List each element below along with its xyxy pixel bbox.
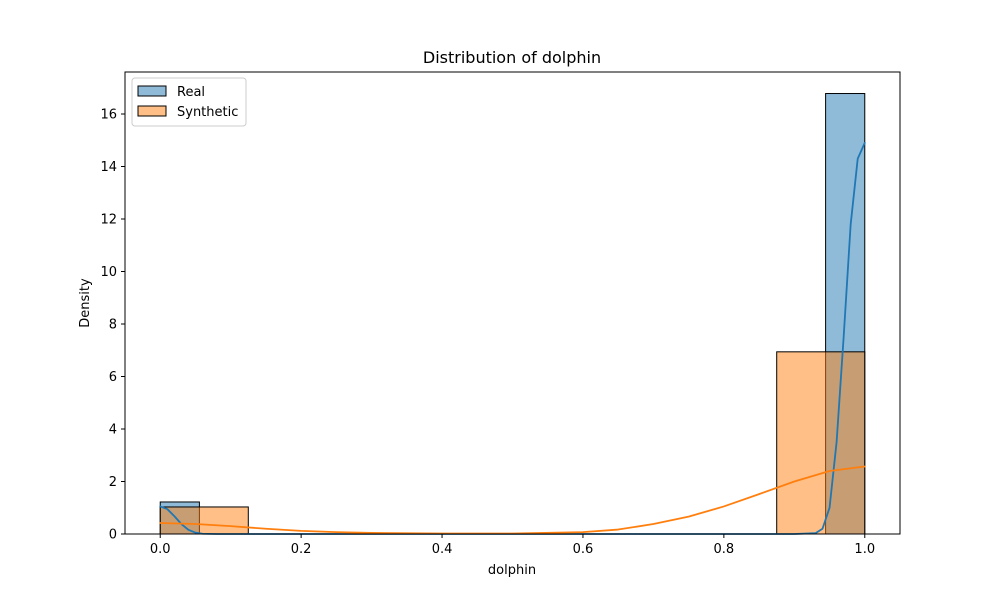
- legend-swatch-synthetic: [137, 105, 167, 117]
- x-tick-label: 1.0: [854, 542, 875, 557]
- plot-frame: [124, 71, 901, 535]
- y-tick-label: 10: [100, 265, 117, 280]
- y-tick-label: 6: [109, 370, 117, 385]
- y-tick-label: 14: [100, 160, 117, 175]
- kde-curves: [159, 141, 866, 535]
- kde-line-real: [159, 141, 866, 535]
- x-axis-label: dolphin: [488, 563, 536, 578]
- legend: Real Synthetic: [131, 77, 247, 127]
- x-tick-label: 0.8: [714, 542, 735, 557]
- histogram-bars: [159, 93, 866, 535]
- y-tick-label: 12: [100, 213, 117, 228]
- legend-label-real: Real: [177, 85, 205, 100]
- y-tick-label: 2: [109, 475, 117, 490]
- chart-title: Distribution of dolphin: [423, 48, 601, 67]
- bar-synthetic-1: [776, 351, 866, 535]
- y-tick-label: 0: [109, 528, 117, 543]
- x-tick-label: 0.6: [573, 542, 594, 557]
- x-tick-label: 0.0: [150, 542, 171, 557]
- x-tick-label: 0.4: [432, 542, 453, 557]
- y-tick-label: 16: [100, 108, 117, 123]
- y-axis-label: Density: [78, 278, 93, 328]
- x-axis: 0.0 0.2 0.4 0.6 0.8 1.0: [150, 534, 875, 557]
- legend-label-synthetic: Synthetic: [177, 105, 238, 120]
- y-tick-label: 8: [109, 318, 117, 333]
- bar-synthetic-0: [159, 506, 249, 535]
- legend-swatch-real: [137, 85, 167, 97]
- y-axis: 0 2 4 6 8 10 12 14 16: [100, 108, 125, 543]
- kde-line-synthetic: [159, 465, 866, 535]
- y-tick-label: 4: [109, 423, 117, 438]
- x-tick-label: 0.2: [291, 542, 312, 557]
